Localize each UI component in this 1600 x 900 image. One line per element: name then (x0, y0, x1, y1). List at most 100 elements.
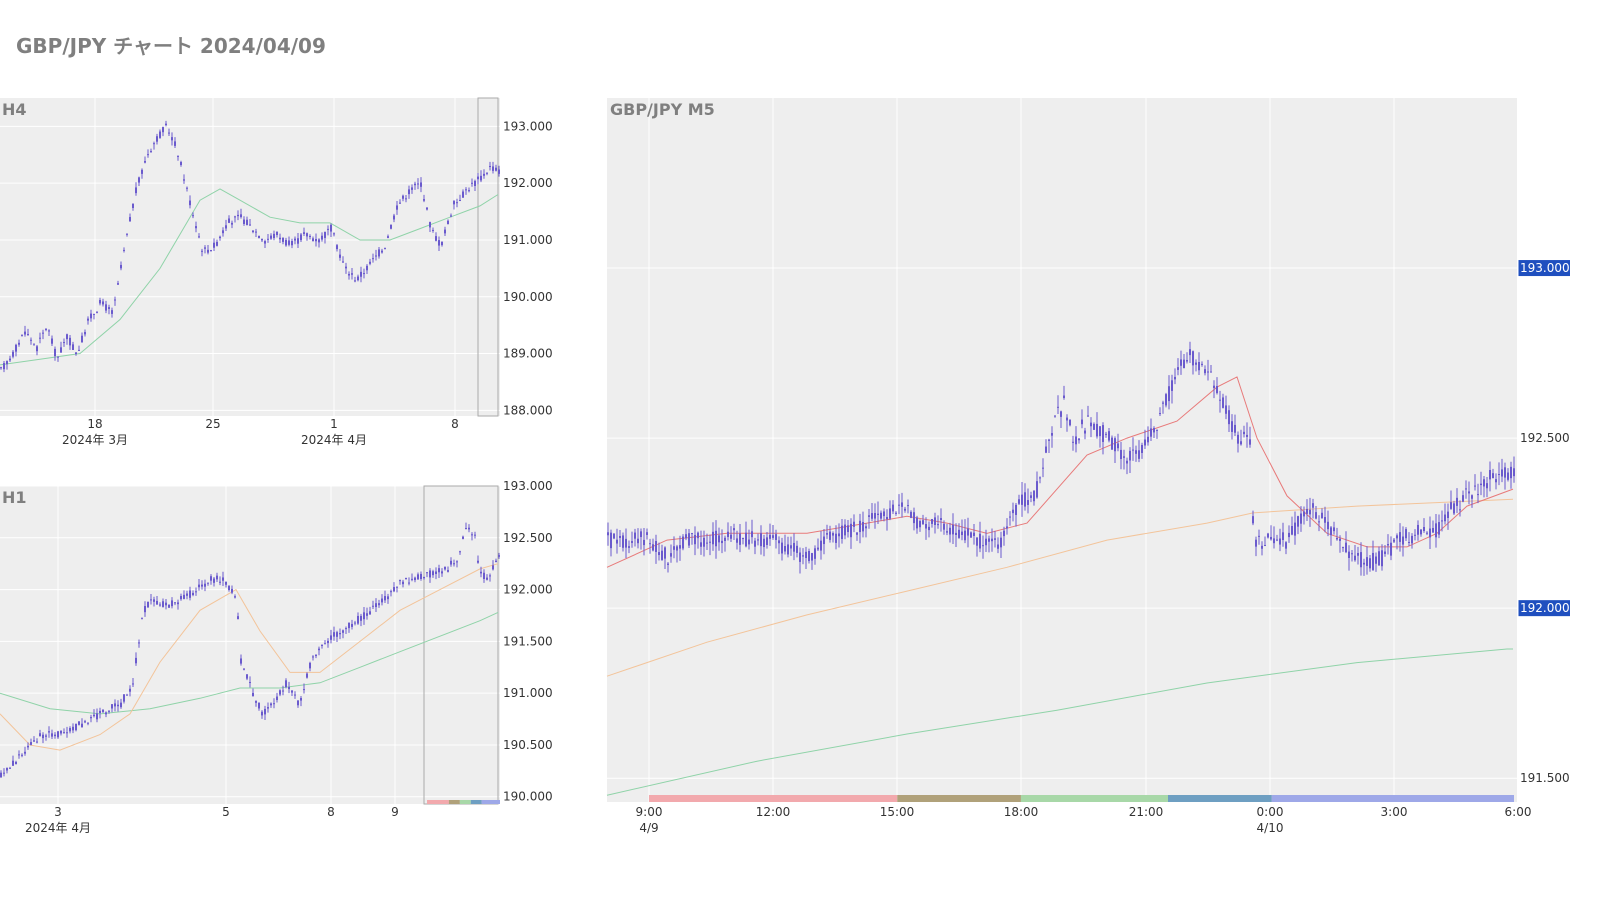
h1-candle-body (498, 555, 500, 557)
h1-candle-body (117, 704, 119, 707)
h1-candle-body (18, 754, 20, 756)
m5-candle-body (607, 532, 609, 536)
h1-candle-body (57, 731, 59, 738)
h1-candle-body (486, 577, 488, 580)
h1-candle-body (102, 709, 104, 712)
h1-candle-body (351, 623, 353, 627)
h4-candle-body (486, 172, 488, 174)
m5-candle-body (1507, 472, 1509, 480)
m5-candle-body (1063, 395, 1065, 399)
h4-candle-body (474, 180, 476, 186)
h4-candle-body (357, 276, 359, 281)
h1-candle-body (60, 730, 62, 734)
h1-candle-body (345, 628, 347, 630)
h4-candle-body (162, 127, 164, 133)
h1-candle-body (126, 694, 128, 696)
h4-candle-body (324, 231, 326, 238)
h1-candle-body (96, 713, 98, 720)
h4-candle-body (339, 254, 341, 258)
h4-x-tick-label: 25 (205, 417, 220, 431)
h4-candle-body (30, 339, 32, 341)
m5-candle-body (1003, 530, 1005, 537)
h4-candle-body (36, 346, 38, 352)
m5-candle-body (1258, 535, 1260, 537)
m5-candle-body (976, 537, 978, 546)
h1-candle-body (393, 587, 395, 592)
m5-panel-title: GBP/JPY M5 (610, 100, 715, 119)
m5-session-segment (1020, 795, 1168, 802)
h4-candle-body (69, 337, 71, 346)
h4-candle-body (414, 183, 416, 186)
h4-candle-body (321, 235, 323, 240)
h4-candle-body (177, 155, 179, 157)
h4-candle-body (3, 363, 5, 370)
h4-candle-body (96, 311, 98, 313)
m5-candle-body (757, 539, 759, 541)
m5-candle-body (1066, 417, 1068, 421)
m5-candle-body (1450, 502, 1452, 509)
h1-candle-body (243, 668, 245, 670)
m5-candle-body (1060, 411, 1062, 417)
h1-candle-body (138, 642, 140, 644)
m5-candle-body (715, 530, 717, 547)
h4-panel-title: H4 (2, 100, 27, 119)
h1-candle-body (405, 578, 407, 580)
h4-y-tick-label: 189.000 (503, 347, 553, 361)
m5-candle-body (619, 535, 621, 538)
m5-candle-body (709, 541, 711, 543)
h4-candle-body (261, 238, 263, 241)
h4-candle-body (291, 240, 293, 246)
h4-candle-body (375, 255, 377, 257)
h4-x-tick-label: 8 (451, 417, 459, 431)
h4-candle-body (87, 318, 89, 321)
m5-candle-body (1426, 532, 1428, 534)
m5-candle-body (1243, 431, 1245, 435)
m5-candle-body (1393, 539, 1395, 542)
h1-candle-body (75, 723, 77, 731)
h4-candle-body (99, 300, 101, 304)
h4-candle-body (312, 238, 314, 242)
h4-candle-body (186, 187, 188, 189)
m5-x-tick-sublabel: 4/10 (1257, 821, 1284, 835)
h1-candle-body (78, 721, 80, 725)
m5-candle-body (844, 524, 846, 536)
h4-candle-body (219, 236, 221, 239)
m5-candle-body (952, 524, 954, 535)
m5-candle-body (1174, 376, 1176, 380)
m5-candle-body (997, 544, 999, 549)
h4-candle-body (27, 334, 29, 336)
m5-candle-body (697, 532, 699, 539)
h4-candle-body (63, 342, 65, 344)
h4-chart: 193.000 192.000 191.000 190.000 189.000 188.0… (0, 97, 553, 447)
m5-candle-body (1123, 456, 1125, 458)
h1-candle-body (387, 596, 389, 600)
m5-candle-body (904, 508, 906, 511)
m5-candle-body (838, 533, 840, 537)
h4-candle-body (363, 273, 365, 275)
h4-candle-body (399, 202, 401, 204)
m5-candle-body (985, 538, 987, 546)
h1-candle-body (300, 697, 302, 701)
m5-candle-body (772, 535, 774, 538)
m5-candle-body (1375, 556, 1377, 564)
m5-candle-body (1327, 521, 1329, 530)
m5-candle-body (616, 539, 618, 544)
h4-candle-body (48, 330, 50, 332)
h4-candle-body (150, 151, 152, 153)
h1-candle-body (369, 611, 371, 615)
h1-candle-body (402, 581, 404, 585)
h1-candle-body (363, 612, 365, 620)
m5-candle-body (739, 533, 741, 545)
m5-session-segment (1168, 795, 1272, 802)
h4-candle-body (336, 245, 338, 250)
h1-y-tick-label: 192.000 (503, 583, 553, 597)
h4-candle-body (243, 219, 245, 224)
m5-candle-body (1279, 538, 1281, 545)
h4-candle-body (297, 238, 299, 244)
h1-candle-body (315, 655, 317, 657)
m5-candle-body (832, 533, 834, 536)
h1-candle-body (474, 534, 476, 536)
m5-candle-body (883, 511, 885, 517)
m5-candle-body (637, 538, 639, 544)
m5-candle-body (856, 532, 858, 535)
